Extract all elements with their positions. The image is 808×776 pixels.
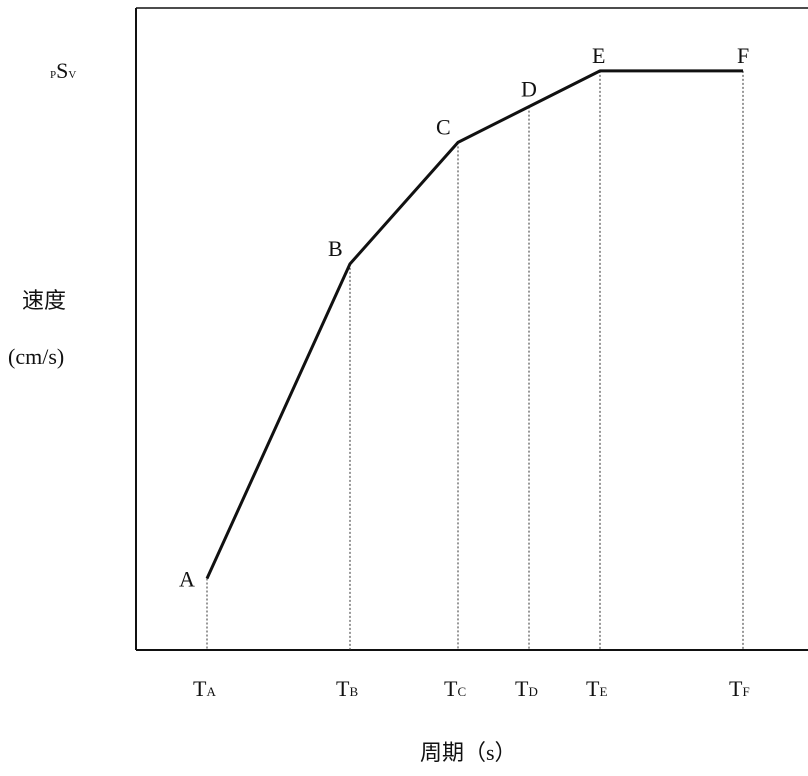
point-labels: A B C D E F [179, 43, 749, 592]
x-axis-label: 周期（s） [420, 740, 517, 765]
y-axis-label: 速度 [22, 288, 66, 313]
tick-label-e: TE [586, 676, 607, 701]
tick-label-a: TA [193, 676, 216, 701]
tick-labels: TA TB TC TD TE TF [193, 676, 750, 701]
drop-lines [206, 70, 744, 650]
point-label-b: B [328, 236, 343, 261]
tick-label-f: TF [729, 676, 750, 701]
tick-label-b: TB [336, 676, 358, 701]
y-axis-unit: (cm/s) [8, 344, 64, 369]
point-label-e: E [592, 43, 605, 68]
series-line [205, 69, 743, 580]
point-label-c: C [436, 114, 451, 139]
tick-label-d: TD [515, 676, 538, 701]
tick-label-c: TC [444, 676, 466, 701]
point-label-d: D [521, 77, 537, 102]
point-label-f: F [737, 43, 749, 68]
point-label-a: A [179, 567, 195, 592]
y-symbol: PSV [50, 58, 76, 83]
